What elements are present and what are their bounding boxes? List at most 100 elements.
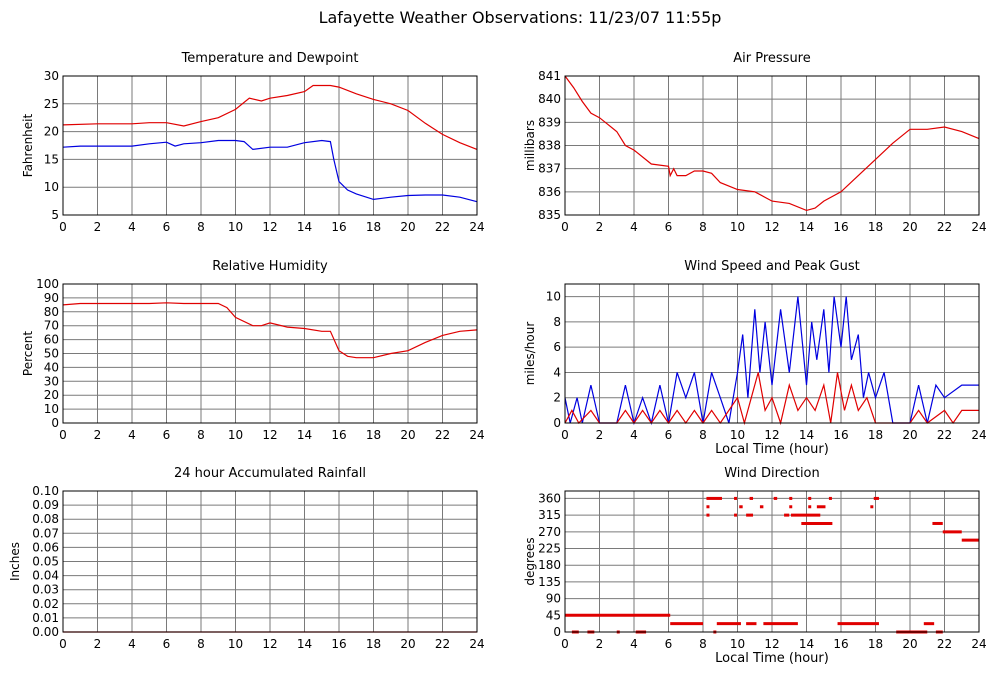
direction-ytick-label: 360 <box>538 491 561 505</box>
humidity-ytick-label: 80 <box>44 305 59 319</box>
pressure-xtick-label: 22 <box>937 220 952 234</box>
pressure-ytick-label: 835 <box>538 208 561 222</box>
temp-xtick-label: 20 <box>400 220 415 234</box>
pressure-ytick-label: 840 <box>538 92 561 106</box>
humidity-ytick-label: 40 <box>44 360 59 374</box>
humidity-series-red <box>62 302 478 359</box>
humidity-ytick-label: 100 <box>36 277 59 291</box>
rain-ytick-label: 0.09 <box>32 498 59 512</box>
humidity-xtick-label: 4 <box>128 428 136 442</box>
temp-xtick-label: 24 <box>469 220 484 234</box>
wind-xtick-label: 22 <box>937 428 952 442</box>
temp-series-red <box>62 84 478 150</box>
direction-xtick-label: 6 <box>665 637 673 651</box>
rain-xtick-label: 2 <box>94 637 102 651</box>
humidity-xtick-label: 10 <box>228 428 243 442</box>
rain-xtick-label: 20 <box>400 637 415 651</box>
wind-xtick-label: 16 <box>833 428 848 442</box>
pressure-xtick-label: 14 <box>799 220 814 234</box>
humidity-ytick-label: 10 <box>44 402 59 416</box>
humidity-xtick-label: 16 <box>331 428 346 442</box>
humidity-xtick-label: 24 <box>469 428 484 442</box>
direction-ytick-label: 135 <box>538 575 561 589</box>
direction-xtick-label: 16 <box>833 637 848 651</box>
wind-title: Wind Speed and Peak Gust <box>684 259 859 274</box>
rain-xtick-label: 4 <box>128 637 136 651</box>
humidity-xtick-label: 22 <box>435 428 450 442</box>
temp-xtick-label: 8 <box>197 220 205 234</box>
temp-series-blue <box>62 139 478 203</box>
pressure-series-red <box>564 75 980 212</box>
pressure-ytick-label: 839 <box>538 115 561 129</box>
humidity-xtick-label: 6 <box>163 428 171 442</box>
direction-xtick-label: 0 <box>561 637 569 651</box>
direction-ylabel: degrees <box>523 537 537 585</box>
humidity-title: Relative Humidity <box>212 259 328 274</box>
temp-xtick-label: 4 <box>128 220 136 234</box>
pressure-frame <box>564 75 980 216</box>
temp-xtick-label: 18 <box>366 220 381 234</box>
rain-xtick-label: 6 <box>163 637 171 651</box>
humidity-ytick-label: 60 <box>44 333 59 347</box>
direction-ytick-label: 270 <box>538 525 561 539</box>
rain-ytick-label: 0.05 <box>32 555 59 569</box>
direction-xtick-label: 12 <box>764 637 779 651</box>
temp-title: Temperature and Dewpoint <box>181 51 359 66</box>
direction-title: Wind Direction <box>724 466 820 481</box>
wind-xtick-label: 4 <box>630 428 638 442</box>
direction-ytick-label: 225 <box>538 542 561 556</box>
rain-frame <box>62 490 478 633</box>
temp-ytick-label: 25 <box>44 97 59 111</box>
rain-ytick-label: 0.00 <box>32 625 59 639</box>
wind-ytick-label: 4 <box>553 365 561 379</box>
pressure-ytick-label: 836 <box>538 185 561 199</box>
temp-ytick-label: 15 <box>44 152 59 166</box>
direction-ytick-label: 180 <box>538 558 561 572</box>
wind-xtick-label: 18 <box>868 428 883 442</box>
rain-xtick-label: 16 <box>331 637 346 651</box>
temp-xtick-label: 6 <box>163 220 171 234</box>
rain-ytick-label: 0.10 <box>32 484 59 498</box>
direction-xtick-label: 14 <box>799 637 814 651</box>
pressure-xtick-label: 10 <box>730 220 745 234</box>
humidity-xtick-label: 2 <box>94 428 102 442</box>
pressure-ytick-label: 841 <box>538 69 561 83</box>
temp-ytick-label: 10 <box>44 180 59 194</box>
direction-xtick-label: 8 <box>699 637 707 651</box>
pressure-xtick-label: 0 <box>561 220 569 234</box>
rain-ytick-label: 0.01 <box>32 611 59 625</box>
wind-ytick-label: 8 <box>553 315 561 329</box>
direction-ytick-label: 45 <box>546 608 561 622</box>
rain-ytick-label: 0.04 <box>32 569 59 583</box>
pressure-xtick-label: 12 <box>764 220 779 234</box>
rain-ylabel: Inches <box>8 542 22 581</box>
humidity-xtick-label: 14 <box>297 428 312 442</box>
rain-ytick-label: 0.08 <box>32 512 59 526</box>
temp-xtick-label: 22 <box>435 220 450 234</box>
pressure-xtick-label: 6 <box>665 220 673 234</box>
wind-ytick-label: 0 <box>553 416 561 430</box>
pressure-title: Air Pressure <box>733 51 811 66</box>
humidity-ytick-label: 90 <box>44 291 59 305</box>
humidity-xtick-label: 12 <box>262 428 277 442</box>
humidity-ytick-label: 70 <box>44 319 59 333</box>
rain-xtick-label: 24 <box>469 637 484 651</box>
wind-frame <box>564 283 980 424</box>
wind-xtick-label: 20 <box>902 428 917 442</box>
rain-ytick-label: 0.06 <box>32 540 59 554</box>
wind-xtick-label: 6 <box>665 428 673 442</box>
rain-ytick-label: 0.02 <box>32 597 59 611</box>
rain-xtick-label: 10 <box>228 637 243 651</box>
wind-xtick-label: 14 <box>799 428 814 442</box>
direction-ytick-label: 90 <box>546 592 561 606</box>
rain-title: 24 hour Accumulated Rainfall <box>174 466 366 481</box>
temp-xtick-label: 0 <box>59 220 67 234</box>
wind-xtick-label: 12 <box>764 428 779 442</box>
direction-frame <box>564 490 980 633</box>
